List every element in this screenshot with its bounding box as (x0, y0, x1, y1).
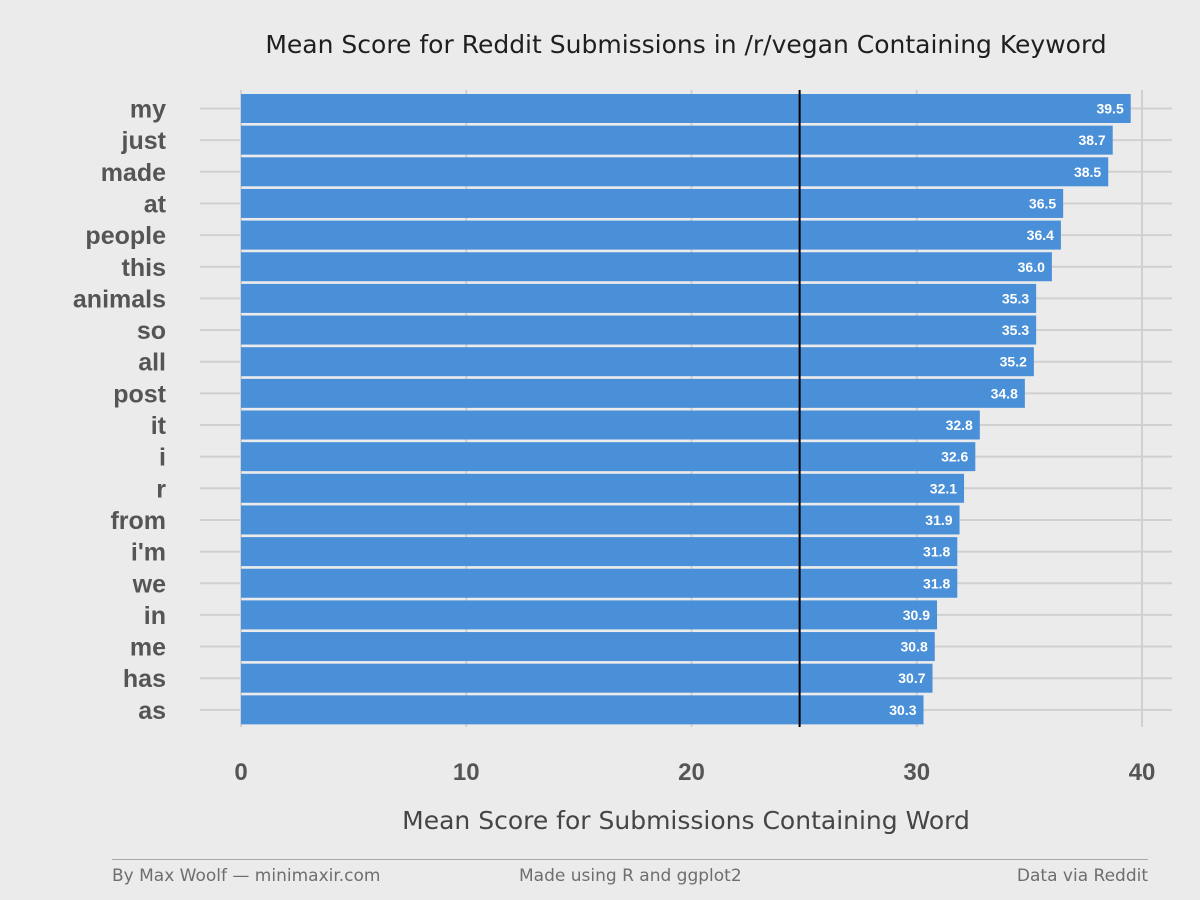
bar (241, 537, 958, 567)
category-label: me (130, 634, 166, 662)
data-label: 38.7 (1078, 132, 1105, 148)
bar (241, 315, 1037, 345)
bar (241, 378, 1025, 408)
category-label: as (138, 697, 166, 725)
category-label: r (156, 475, 166, 503)
bar (241, 188, 1064, 218)
category-label: animals (73, 285, 166, 313)
x-tick-label: 30 (903, 759, 930, 786)
bar (241, 695, 924, 725)
bars-layer (241, 94, 1131, 725)
bar (241, 600, 938, 630)
data-label: 38.5 (1074, 164, 1101, 180)
data-label: 30.9 (903, 607, 930, 623)
bar (241, 347, 1034, 377)
data-label: 36.5 (1029, 195, 1056, 211)
bar (241, 94, 1131, 123)
x-tick-label: 40 (1129, 759, 1156, 786)
category-label: has (123, 665, 166, 693)
data-labels-layer: 39.5 38.7 38.5 36.5 36.4 36.0 35.3 35.3 35.2 34.8… (889, 101, 1124, 718)
category-label: we (132, 570, 166, 598)
category-label: in (144, 602, 166, 630)
data-label: 34.8 (991, 385, 1018, 401)
footer-source: Data via Reddit (1016, 866, 1148, 886)
bar (241, 663, 933, 693)
data-label: 35.3 (1002, 290, 1029, 306)
category-label: from (110, 507, 166, 535)
x-tick-label: 20 (678, 759, 705, 786)
bar (241, 220, 1061, 250)
category-label: just (121, 127, 167, 155)
bar (241, 283, 1037, 313)
data-label: 30.8 (901, 639, 928, 655)
bar (241, 632, 935, 662)
x-axis-title: Mean Score for Submissions Containing Wo… (402, 806, 970, 835)
footer-divider (112, 859, 1148, 860)
category-label: so (137, 317, 166, 345)
bar (241, 442, 976, 472)
footer-credit: By Max Woolf — minimaxir.com (112, 866, 381, 886)
data-label: 31.8 (923, 575, 950, 591)
category-label: i (159, 444, 166, 472)
category-label: made (101, 159, 166, 187)
category-label: post (113, 380, 166, 408)
category-label: my (130, 96, 166, 124)
category-label: people (85, 222, 166, 250)
category-label: it (151, 412, 167, 440)
data-label: 32.6 (941, 449, 968, 465)
bar (241, 410, 980, 440)
x-tick-label: 0 (234, 759, 247, 786)
bar (241, 125, 1113, 155)
data-label: 30.3 (889, 702, 916, 718)
category-label: at (144, 190, 167, 218)
category-label: all (138, 349, 166, 377)
data-label: 30.7 (898, 670, 925, 686)
bar (241, 473, 965, 503)
category-label: this (122, 254, 166, 282)
data-label: 35.3 (1002, 322, 1029, 338)
data-label: 36.0 (1018, 259, 1045, 275)
data-label: 31.9 (925, 512, 952, 528)
bar (241, 252, 1052, 282)
x-tick-labels-layer: 0 10 20 30 40 (234, 759, 1155, 786)
category-labels-layer: my just made at people this animals so all post it… (73, 96, 167, 725)
data-label: 36.4 (1027, 227, 1054, 243)
data-label: 39.5 (1096, 101, 1123, 117)
data-label: 31.8 (923, 544, 950, 560)
data-label: 32.8 (946, 417, 973, 433)
data-label: 35.2 (1000, 354, 1027, 370)
category-label: i'm (131, 539, 166, 567)
footer-tools: Made using R and ggplot2 (519, 866, 742, 886)
bar (241, 505, 960, 535)
bar (241, 157, 1109, 187)
chart-title: Mean Score for Reddit Submissions in /r/… (265, 30, 1106, 59)
bar (241, 568, 958, 598)
data-label: 32.1 (930, 480, 957, 496)
x-tick-label: 10 (453, 759, 480, 786)
